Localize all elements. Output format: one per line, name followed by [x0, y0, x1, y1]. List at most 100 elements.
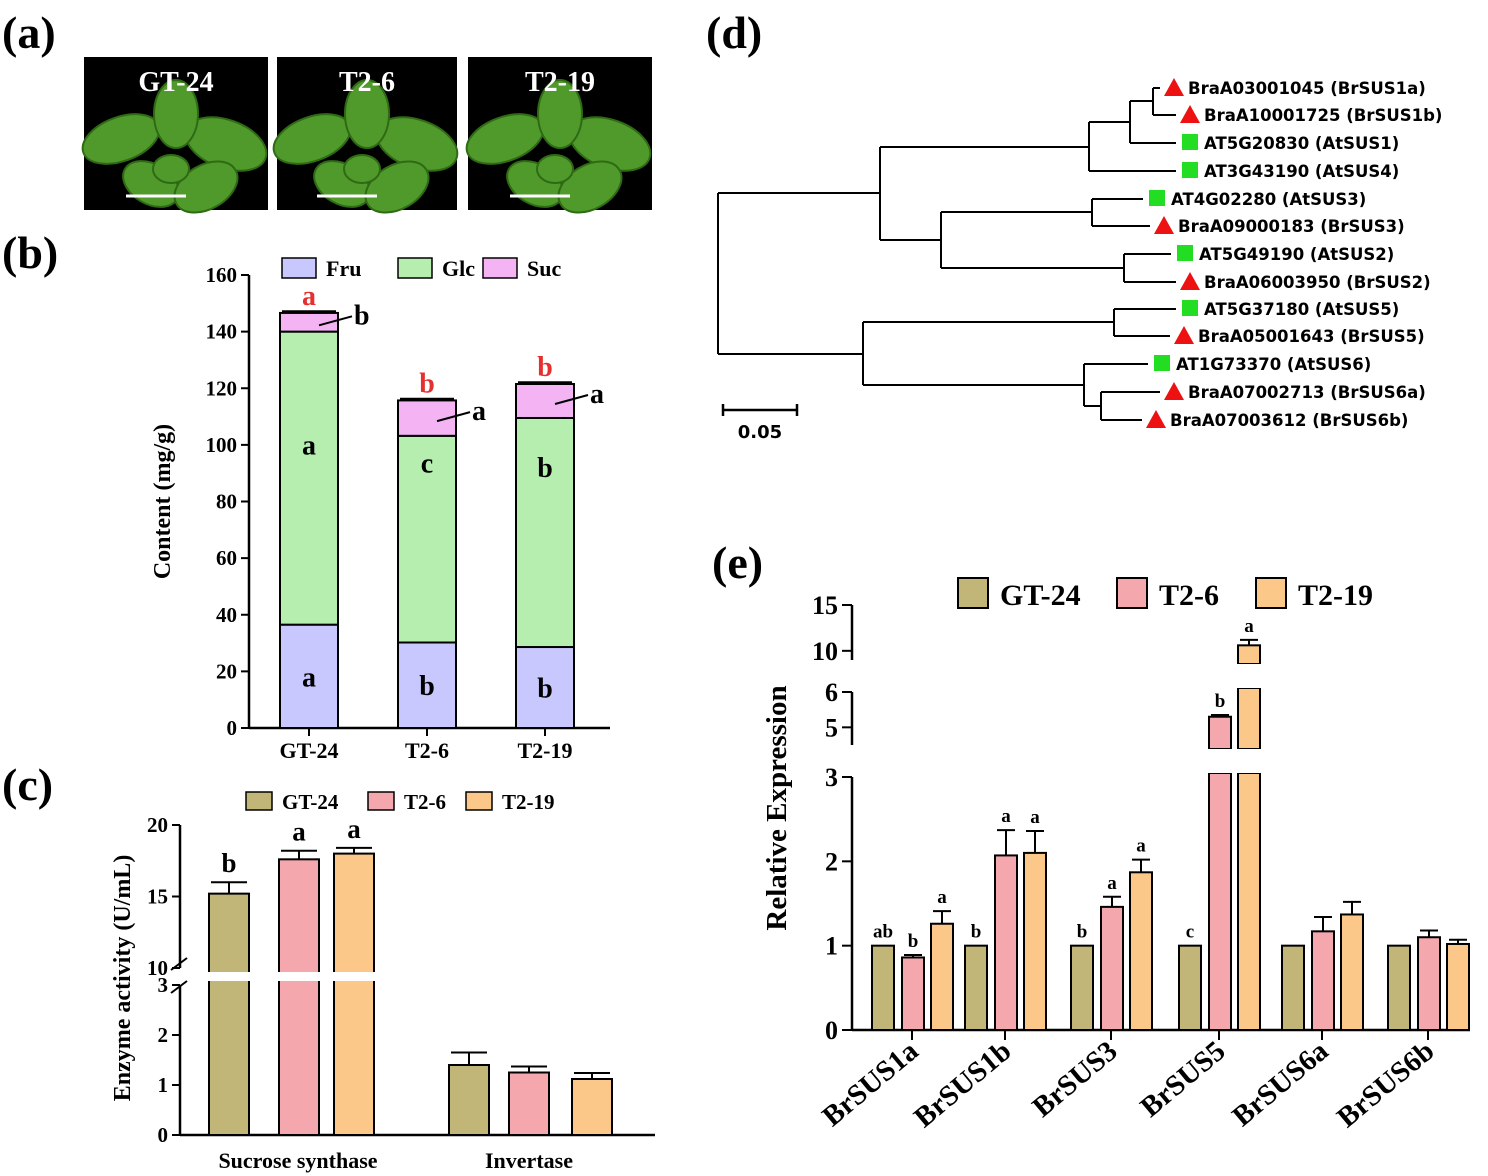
bar: [994, 854, 1018, 1031]
bar: [333, 852, 375, 975]
bar: [208, 892, 250, 976]
bar-segment: [279, 330, 339, 626]
x-tick-label: T2-6: [405, 738, 449, 763]
legend-swatch: [245, 791, 273, 811]
leaf-shape: [537, 79, 583, 149]
x-tick-label: Invertase: [485, 1148, 573, 1173]
significance-letter: a: [1136, 836, 1146, 857]
y-tick-label: 1: [158, 1073, 169, 1097]
bar: [508, 1071, 550, 1136]
tree-leaf-label: BraA09000183 (BrSUS3): [1178, 217, 1405, 236]
bar: [1237, 644, 1261, 665]
y-tick-label: 2: [158, 1023, 169, 1047]
bar-segment: [279, 623, 339, 729]
bra-triangle-marker: [1174, 326, 1194, 344]
leaf-shape: [152, 154, 190, 184]
total-letter: a: [302, 281, 316, 312]
bar: [1237, 687, 1261, 750]
tree-leaf-label: AT5G37180 (AtSUS5): [1204, 300, 1399, 319]
leader-line: [318, 315, 353, 327]
y-tick-label: 1: [825, 932, 838, 961]
tree-leaf-label: BraA10001725 (BrSUS1b): [1204, 106, 1442, 125]
legend-swatch: [1116, 577, 1148, 609]
y-tick-label: 15: [812, 591, 838, 620]
bar-break-gap: [273, 972, 325, 981]
significance-letter: c: [421, 448, 433, 479]
significance-letter: b: [1077, 922, 1088, 943]
bar: [1129, 871, 1153, 1032]
y-tick-label: 5: [825, 713, 838, 742]
scale-bar-label: 0.05: [738, 422, 782, 443]
axis-break-mark: [170, 980, 188, 994]
x-tick-label: Sucrose synthase: [218, 1148, 377, 1173]
panel-d-tree: BraA03001045 (BrSUS1a) BraA10001725 (BrSU…: [717, 78, 1442, 443]
bar-break-gap: [1206, 749, 1234, 773]
bar: [1023, 851, 1047, 1032]
x-tick-label: BrSUS3: [1026, 1035, 1123, 1124]
significance-letter: a: [1107, 873, 1117, 894]
significance-letter: b: [221, 848, 236, 878]
panel-label-d: (d): [706, 7, 762, 58]
leaf-shape: [343, 154, 381, 184]
x-tick-label: BrSUS5: [1134, 1035, 1231, 1124]
significance-letter: ab: [873, 922, 893, 943]
legend-label: T2-6: [404, 790, 446, 814]
y-tick-label: 140: [206, 320, 238, 344]
tree-leaf-label: AT1G73370 (AtSUS6): [1176, 355, 1371, 374]
bar: [278, 978, 320, 1136]
legend-swatch: [465, 791, 493, 811]
significance-letter: a: [302, 662, 316, 693]
bar: [930, 922, 954, 1031]
y-tick-label: 10: [147, 956, 168, 980]
legend-label: Suc: [527, 256, 561, 281]
y-tick-label: 0: [227, 716, 238, 740]
leaf-shape: [557, 160, 623, 214]
legend-swatch: [482, 257, 518, 279]
significance-letter: c: [1186, 922, 1194, 943]
bar-break-gap: [1235, 664, 1263, 688]
bar: [1446, 942, 1470, 1031]
bar: [1311, 930, 1335, 1032]
bra-triangle-marker: [1146, 410, 1166, 428]
significance-letter: b: [419, 671, 435, 702]
y-tick-label: 0: [158, 1123, 169, 1147]
y-tick-label: 20: [147, 813, 168, 837]
panel-label-a: (a): [2, 7, 56, 58]
legend-swatch: [367, 791, 395, 811]
leaf-shape: [153, 79, 199, 149]
leaf-shape: [364, 160, 430, 214]
panel-label-e: (e): [712, 537, 763, 588]
x-tick-label: BrSUS1b: [908, 1035, 1017, 1134]
legend-label: Fru: [326, 256, 361, 281]
total-letter: b: [537, 352, 553, 383]
y-tick-label: 160: [206, 263, 238, 287]
y-tick-label: 20: [216, 659, 237, 683]
significance-letter: a: [1001, 806, 1011, 827]
significance-letter: b: [537, 674, 553, 705]
bar: [871, 944, 895, 1032]
tree-leaf-label: AT5G49190 (AtSUS2): [1199, 245, 1394, 264]
legend-label: T2-19: [502, 790, 555, 814]
bra-triangle-marker: [1164, 382, 1184, 400]
y-tick-label: 3: [825, 763, 838, 792]
panel-label-b: (b): [2, 227, 58, 278]
significance-letter: b: [971, 922, 982, 943]
panel-label-c: (c): [2, 759, 53, 810]
bra-triangle-marker: [1180, 272, 1200, 290]
significance-letter: a: [1244, 616, 1254, 637]
bar: [964, 944, 988, 1032]
bar: [1387, 944, 1411, 1032]
plant-photo: T2-6: [272, 57, 459, 214]
legend-swatch: [281, 257, 317, 279]
significance-letter: b: [1215, 691, 1226, 712]
legend-swatch: [1255, 577, 1287, 609]
bar-break-gap: [203, 972, 255, 981]
panel-b-chart: 0 20 40 60 80 100 120 140 160 Content (mg/g) Fru Gl…: [150, 256, 610, 763]
y-tick-label: 2: [825, 847, 838, 876]
legend-label: T2-19: [1298, 579, 1373, 612]
panel-a-photos: GT-24 T2-6 T2-19: [81, 57, 652, 214]
y-axis-title: Enzyme activity (U/mL): [110, 855, 136, 1102]
at-square-marker: [1182, 162, 1198, 178]
plant-photo: GT-24: [81, 57, 268, 214]
at-square-marker: [1182, 134, 1198, 150]
